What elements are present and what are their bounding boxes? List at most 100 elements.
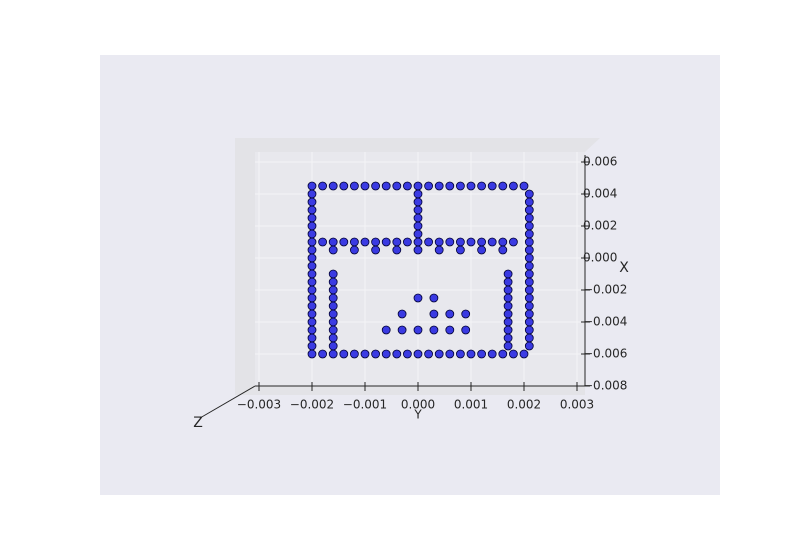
point bbox=[519, 349, 529, 359]
point bbox=[339, 181, 349, 191]
point bbox=[503, 269, 513, 279]
point bbox=[455, 181, 465, 191]
point bbox=[503, 277, 513, 287]
x-tick-label: −0.008 bbox=[583, 379, 627, 393]
y-tick-label: 0.003 bbox=[560, 398, 594, 412]
x-tick-label: 0.002 bbox=[583, 219, 617, 233]
point bbox=[524, 269, 534, 279]
point bbox=[413, 245, 423, 255]
point bbox=[466, 181, 476, 191]
point bbox=[371, 181, 381, 191]
point bbox=[402, 349, 412, 359]
point bbox=[461, 309, 471, 319]
point bbox=[307, 333, 317, 343]
point bbox=[328, 349, 338, 359]
point bbox=[524, 333, 534, 343]
y-tick-label: 0.001 bbox=[454, 398, 488, 412]
point bbox=[318, 349, 328, 359]
point bbox=[307, 301, 317, 311]
point bbox=[413, 213, 423, 223]
point bbox=[397, 309, 407, 319]
point bbox=[339, 237, 349, 247]
point bbox=[413, 197, 423, 207]
point bbox=[524, 197, 534, 207]
point bbox=[524, 285, 534, 295]
point bbox=[360, 349, 370, 359]
point bbox=[307, 197, 317, 207]
point bbox=[461, 325, 471, 335]
point bbox=[318, 181, 328, 191]
point bbox=[328, 317, 338, 327]
point bbox=[509, 237, 518, 247]
point bbox=[424, 349, 434, 359]
y-tick-label: −0.001 bbox=[343, 398, 387, 412]
point bbox=[524, 261, 534, 271]
point bbox=[509, 349, 518, 359]
point bbox=[524, 341, 534, 351]
point bbox=[307, 293, 317, 303]
point bbox=[445, 181, 455, 191]
point bbox=[328, 245, 338, 255]
point bbox=[328, 277, 338, 287]
point bbox=[445, 309, 455, 319]
x-tick-label: −0.002 bbox=[583, 283, 627, 297]
point bbox=[328, 341, 338, 351]
point bbox=[503, 317, 513, 327]
point bbox=[349, 245, 359, 255]
point bbox=[498, 245, 508, 255]
point bbox=[487, 237, 497, 247]
point bbox=[524, 237, 534, 247]
point bbox=[307, 245, 317, 255]
point bbox=[328, 293, 338, 303]
point bbox=[328, 285, 338, 295]
point bbox=[434, 237, 444, 247]
point bbox=[519, 181, 529, 191]
point bbox=[392, 237, 402, 247]
point bbox=[328, 301, 338, 311]
point bbox=[307, 349, 317, 359]
point bbox=[371, 349, 381, 359]
point bbox=[307, 253, 317, 263]
point bbox=[307, 221, 317, 231]
point bbox=[424, 181, 434, 191]
point bbox=[381, 325, 391, 335]
point bbox=[524, 229, 534, 239]
point bbox=[524, 205, 534, 215]
point bbox=[524, 301, 534, 311]
x-tick-label: 0.004 bbox=[583, 187, 617, 201]
point bbox=[413, 237, 423, 247]
point bbox=[328, 325, 338, 335]
point bbox=[381, 181, 391, 191]
point bbox=[307, 181, 317, 191]
point bbox=[413, 221, 423, 231]
point bbox=[429, 309, 439, 319]
point bbox=[524, 221, 534, 231]
point bbox=[424, 237, 434, 247]
point bbox=[503, 325, 513, 335]
point bbox=[307, 325, 317, 335]
point bbox=[487, 349, 497, 359]
y-axis-label: Y bbox=[413, 408, 422, 422]
point bbox=[328, 269, 338, 279]
point bbox=[434, 181, 444, 191]
point bbox=[524, 277, 534, 287]
point bbox=[307, 237, 317, 247]
point bbox=[381, 349, 391, 359]
point bbox=[402, 237, 412, 247]
point bbox=[524, 325, 534, 335]
point bbox=[371, 237, 381, 247]
point bbox=[328, 333, 338, 343]
point bbox=[524, 317, 534, 327]
point bbox=[413, 205, 423, 215]
point bbox=[445, 325, 455, 335]
point bbox=[307, 341, 317, 351]
point bbox=[307, 317, 317, 327]
y-tick-label: −0.002 bbox=[290, 398, 334, 412]
point bbox=[466, 237, 476, 247]
point bbox=[434, 349, 444, 359]
x-tick-label: −0.004 bbox=[583, 315, 627, 329]
point bbox=[524, 213, 534, 223]
point bbox=[328, 237, 338, 247]
point bbox=[307, 205, 317, 215]
point bbox=[477, 349, 487, 359]
